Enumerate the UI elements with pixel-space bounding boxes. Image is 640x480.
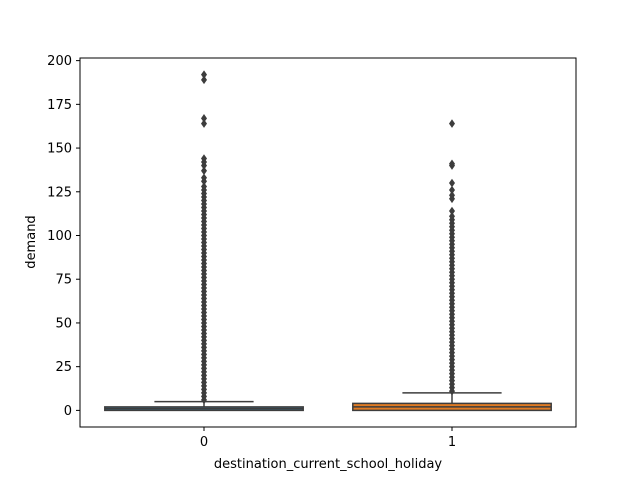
- x-tick-label: 0: [200, 435, 208, 450]
- outlier-point: [448, 185, 456, 195]
- box-category-0: [104, 70, 304, 412]
- y-tick-label: 125: [47, 185, 72, 200]
- y-axis-label: demand: [24, 215, 39, 268]
- y-tick-label: 100: [47, 229, 72, 244]
- outlier-point: [448, 159, 456, 169]
- y-tick-label: 175: [47, 98, 72, 113]
- outlier-point: [448, 178, 456, 188]
- outlier-point: [200, 166, 208, 176]
- y-tick-label: 50: [55, 316, 72, 331]
- outlier-point: [200, 119, 208, 128]
- outlier-point: [448, 206, 456, 216]
- box-category-1: [352, 119, 552, 412]
- plot-area-frame: [79, 57, 577, 428]
- outlier-point: [200, 154, 208, 163]
- outlier-point: [200, 173, 208, 183]
- y-tick-label: 150: [47, 142, 72, 157]
- outlier-point: [200, 70, 208, 79]
- y-axis-ticks: 0 25 50 75 100 125 150 175 200: [47, 54, 80, 419]
- outlier-point: [200, 114, 208, 123]
- outlier-point: [448, 190, 456, 200]
- box-plot-marks: [104, 70, 552, 412]
- outlier-point: [200, 75, 208, 85]
- outlier-point: [200, 182, 208, 191]
- x-axis-label: destination_current_school_holiday: [214, 457, 443, 472]
- outlier-point: [448, 119, 456, 128]
- y-tick-label: 0: [64, 404, 72, 419]
- y-tick-label: 75: [55, 273, 72, 288]
- x-tick-label: 1: [448, 435, 456, 450]
- y-tick-label: 25: [55, 360, 72, 375]
- outlier-point: [448, 211, 456, 221]
- y-tick-label: 200: [47, 54, 72, 69]
